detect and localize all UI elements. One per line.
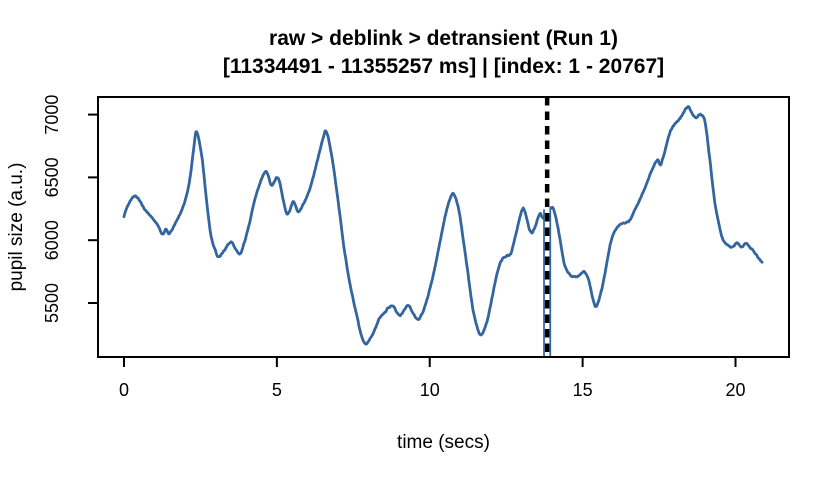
- plot-box: [97, 96, 790, 358]
- x-tick-label: 10: [420, 380, 440, 400]
- x-axis-title: time (secs): [397, 432, 490, 453]
- y-tick-label: 7000: [42, 95, 62, 135]
- plot-title: raw > deblink > detransient (Run 1): [269, 27, 618, 50]
- pupil-trace-line: [122, 105, 764, 346]
- x-tick-label: 0: [119, 380, 129, 400]
- x-tick-label: 5: [272, 380, 282, 400]
- x-tick-label: 20: [725, 380, 745, 400]
- pupil-trace: [122, 105, 764, 346]
- axis-ticks: 0 5 10 15 20 5500 6000 6500 7000: [42, 95, 746, 400]
- y-tick-label: 6000: [42, 220, 62, 260]
- plot-subtitle: [11334491 - 11355257 ms] | [index: 1 - 2…: [223, 55, 664, 78]
- y-tick-label: 5500: [42, 283, 62, 323]
- y-tick-label: 6500: [42, 157, 62, 197]
- y-axis-title: pupil size (a.u.): [6, 163, 27, 292]
- x-tick-label: 15: [573, 380, 593, 400]
